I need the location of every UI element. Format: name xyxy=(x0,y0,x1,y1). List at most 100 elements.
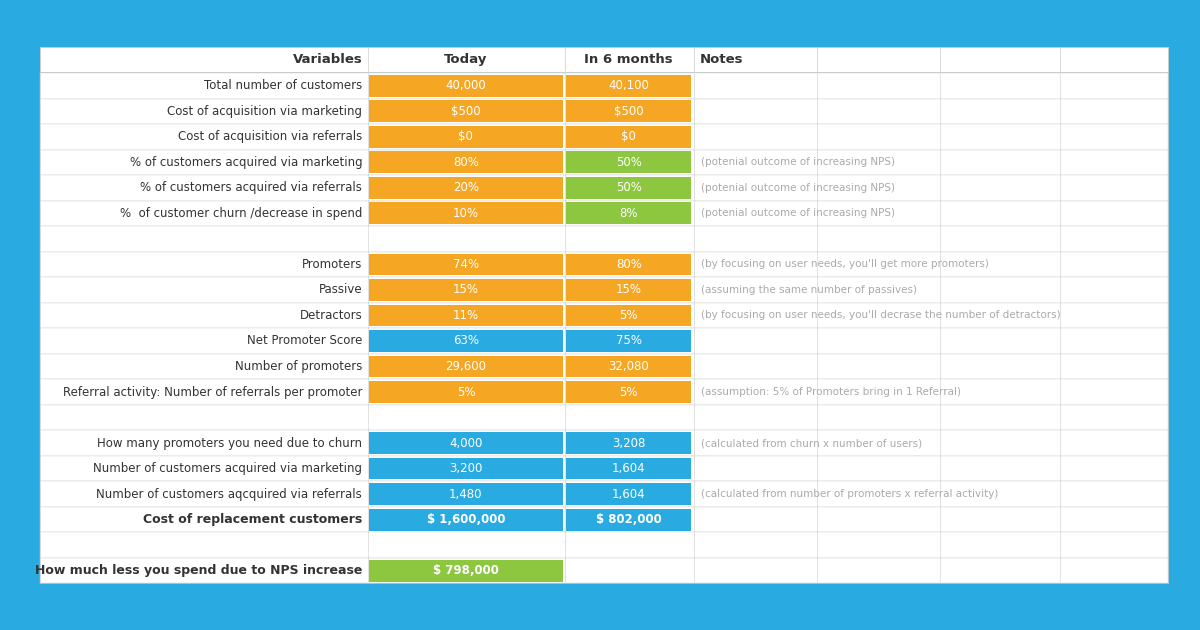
Bar xyxy=(566,483,691,505)
Bar xyxy=(370,151,563,173)
Bar xyxy=(370,508,563,530)
Text: 32,080: 32,080 xyxy=(608,360,649,373)
Text: 1,604: 1,604 xyxy=(612,462,646,475)
Bar xyxy=(566,151,691,173)
Text: 50%: 50% xyxy=(616,181,642,195)
Bar xyxy=(370,202,563,224)
Bar xyxy=(40,302,1168,328)
Text: 10%: 10% xyxy=(452,207,479,220)
Bar xyxy=(370,432,563,454)
Bar xyxy=(40,124,1168,149)
Text: 5%: 5% xyxy=(619,386,638,399)
Bar xyxy=(40,532,1168,558)
Bar xyxy=(370,100,563,122)
Text: Total number of customers: Total number of customers xyxy=(204,79,362,93)
Bar xyxy=(370,177,563,199)
Text: Number of customers aqcquired via referrals: Number of customers aqcquired via referr… xyxy=(96,488,362,501)
Bar xyxy=(40,47,1168,72)
Bar xyxy=(566,330,691,352)
Text: How many promoters you need due to churn: How many promoters you need due to churn xyxy=(97,437,362,450)
Bar xyxy=(40,328,1168,353)
Text: 1,604: 1,604 xyxy=(612,488,646,501)
Bar xyxy=(40,200,1168,226)
Text: 15%: 15% xyxy=(616,284,642,297)
Bar xyxy=(40,277,1168,302)
Text: 20%: 20% xyxy=(452,181,479,195)
Text: Passive: Passive xyxy=(319,284,362,297)
Text: $500: $500 xyxy=(451,105,481,118)
Text: Promoters: Promoters xyxy=(302,258,362,271)
Bar xyxy=(40,379,1168,404)
Text: $500: $500 xyxy=(614,105,643,118)
Text: Cost of acquisition via marketing: Cost of acquisition via marketing xyxy=(167,105,362,118)
Bar xyxy=(566,253,691,275)
Text: Today: Today xyxy=(444,53,487,66)
Bar xyxy=(566,202,691,224)
Text: How much less you spend due to NPS increase: How much less you spend due to NPS incre… xyxy=(35,564,362,577)
Bar xyxy=(370,279,563,301)
Bar xyxy=(40,456,1168,481)
Text: Cost of acquisition via referrals: Cost of acquisition via referrals xyxy=(178,130,362,144)
Bar xyxy=(566,381,691,403)
Bar xyxy=(40,353,1168,379)
Bar xyxy=(40,98,1168,124)
Text: 15%: 15% xyxy=(452,284,479,297)
Bar xyxy=(370,355,563,377)
Bar xyxy=(40,404,1168,430)
Text: (by focusing on user needs, you'll get more promoters): (by focusing on user needs, you'll get m… xyxy=(701,260,989,270)
Text: 8%: 8% xyxy=(619,207,638,220)
Text: (by focusing on user needs, you'll decrase the number of detractors): (by focusing on user needs, you'll decra… xyxy=(701,311,1061,321)
Bar xyxy=(370,483,563,505)
Bar xyxy=(370,253,563,275)
Text: $0: $0 xyxy=(622,130,636,144)
Text: 40,000: 40,000 xyxy=(445,79,486,93)
Text: Detractors: Detractors xyxy=(300,309,362,322)
Text: 3,200: 3,200 xyxy=(449,462,482,475)
Text: (calculated from churn x number of users): (calculated from churn x number of users… xyxy=(701,438,922,448)
Bar xyxy=(566,457,691,479)
Bar xyxy=(370,559,563,581)
Text: 50%: 50% xyxy=(616,156,642,169)
Text: 1,480: 1,480 xyxy=(449,488,482,501)
Text: Cost of replacement customers: Cost of replacement customers xyxy=(143,513,362,526)
Bar xyxy=(370,381,563,403)
Bar xyxy=(40,430,1168,456)
Bar xyxy=(40,73,1168,98)
Bar xyxy=(40,481,1168,507)
Text: (potenial outcome of increasing NPS): (potenial outcome of increasing NPS) xyxy=(701,183,895,193)
Text: Variables: Variables xyxy=(293,53,362,66)
Text: 40,100: 40,100 xyxy=(608,79,649,93)
Bar xyxy=(566,355,691,377)
Text: Number of customers acquired via marketing: Number of customers acquired via marketi… xyxy=(94,462,362,475)
Text: $ 798,000: $ 798,000 xyxy=(433,564,499,577)
Bar xyxy=(40,149,1168,175)
Text: Net Promoter Score: Net Promoter Score xyxy=(247,335,362,348)
Bar xyxy=(370,304,563,326)
Text: (assumption: 5% of Promoters bring in 1 Referral): (assumption: 5% of Promoters bring in 1 … xyxy=(701,387,961,397)
Bar xyxy=(370,75,563,97)
Text: %  of customer churn /decrease in spend: % of customer churn /decrease in spend xyxy=(120,207,362,220)
Text: 74%: 74% xyxy=(452,258,479,271)
Bar xyxy=(566,75,691,97)
Text: 5%: 5% xyxy=(457,386,475,399)
Text: $ 1,600,000: $ 1,600,000 xyxy=(427,513,505,526)
Bar xyxy=(566,279,691,301)
Text: 5%: 5% xyxy=(619,309,638,322)
Text: 11%: 11% xyxy=(452,309,479,322)
Bar xyxy=(40,251,1168,277)
Text: Notes: Notes xyxy=(700,53,743,66)
Text: 80%: 80% xyxy=(452,156,479,169)
Text: $ 802,000: $ 802,000 xyxy=(596,513,661,526)
Text: $0: $0 xyxy=(458,130,473,144)
Bar xyxy=(566,100,691,122)
Text: 3,208: 3,208 xyxy=(612,437,646,450)
Text: 80%: 80% xyxy=(616,258,642,271)
Bar xyxy=(40,507,1168,532)
Bar xyxy=(566,432,691,454)
Text: (assuming the same number of passives): (assuming the same number of passives) xyxy=(701,285,917,295)
Text: 4,000: 4,000 xyxy=(449,437,482,450)
Text: Referral activity: Number of referrals per promoter: Referral activity: Number of referrals p… xyxy=(62,386,362,399)
Bar xyxy=(370,126,563,148)
Text: 29,600: 29,600 xyxy=(445,360,486,373)
Bar xyxy=(566,177,691,199)
